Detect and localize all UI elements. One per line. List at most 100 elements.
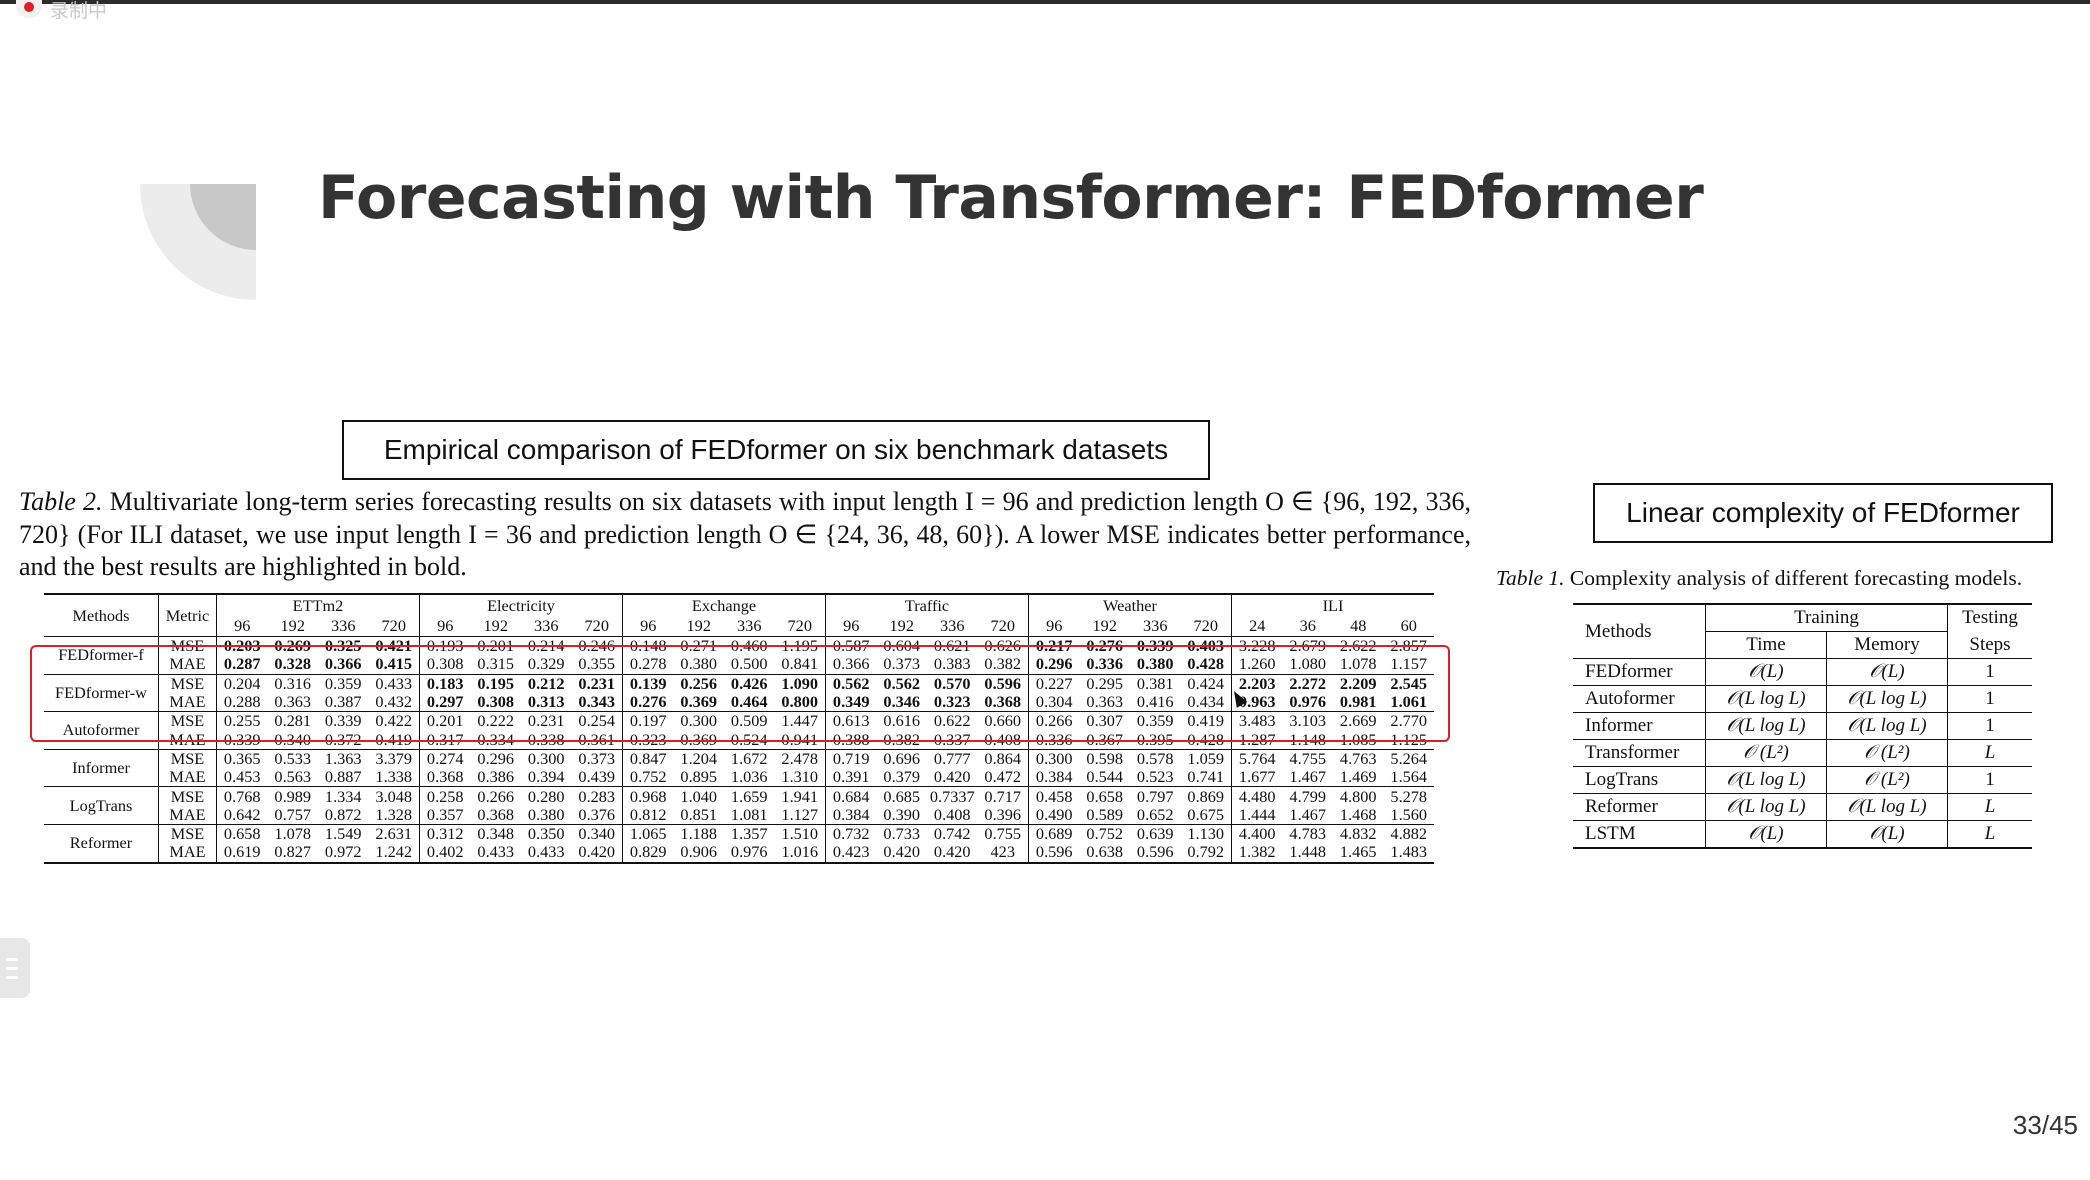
table-cell: 0.295 [1079, 673, 1130, 693]
horizon-header: 36 [1282, 615, 1333, 637]
table-cell: 5.264 [1383, 748, 1434, 769]
table-cell: 0.334 [471, 730, 522, 749]
cell-value: 0.227 [1035, 673, 1073, 693]
cell-value: 0.895 [680, 767, 718, 787]
horizon-header: 336 [521, 615, 572, 637]
cell-value: 1.287 [1238, 729, 1276, 749]
table-cell: 0.684 [825, 786, 877, 806]
table-cell: 0.368 [471, 804, 522, 825]
cell-value: 4.480 [1238, 786, 1276, 806]
table-cell: 0.613 [825, 711, 877, 731]
table-cell: 0.338 [521, 730, 572, 749]
side-menu-tab[interactable] [0, 938, 30, 998]
table-cell: 0.346 [877, 693, 928, 712]
cx-time: 𝒪(L log L) [1705, 712, 1827, 740]
method-name: Informer [44, 748, 159, 787]
cell-value: 1.016 [781, 842, 819, 862]
cell-value: 1.130 [1187, 824, 1225, 844]
cell-value: 0.981 [1339, 692, 1377, 712]
cell-value: 0.315 [477, 654, 515, 674]
dataset-header: Electricity [419, 594, 623, 615]
table-cell: 1.081 [724, 805, 775, 825]
table-cell: 0.323 [927, 693, 978, 712]
table-cell: 0.373 [571, 748, 623, 769]
cell-value: 1.469 [1339, 767, 1377, 787]
cell-value: 0.989 [274, 786, 312, 806]
table-cell: 0.258 [419, 786, 471, 806]
cell-value: 0.380 [680, 654, 718, 674]
table-cell: 2.478 [774, 748, 826, 769]
dataset-header: Traffic [825, 594, 1029, 615]
table-cell: 2.545 [1383, 673, 1434, 693]
cell-value: 1.204 [680, 748, 718, 768]
cell-value: 0.328 [274, 654, 312, 674]
cell-value: 0.368 [477, 804, 515, 824]
cell-value: 0.372 [324, 729, 362, 749]
cell-value: 0.387 [324, 692, 362, 712]
cell-value: 0.472 [984, 767, 1022, 787]
table-cell: 0.366 [826, 655, 877, 674]
cell-value: 1.059 [1187, 748, 1225, 768]
metric-label: MAE [158, 730, 217, 750]
cell-value: 1.085 [1339, 729, 1377, 749]
horizon-header: 720 [571, 615, 623, 637]
table-cell: 0.323 [623, 730, 674, 749]
table-cell: 0.768 [216, 786, 268, 806]
table-cell: 0.139 [622, 673, 674, 693]
cx-method-name: Reformer [1573, 793, 1706, 821]
table-cell: 1.061 [1384, 693, 1435, 712]
cell-value: 3.483 [1238, 711, 1276, 731]
cell-value: 0.359 [1136, 711, 1174, 731]
table-cell: 0.981 [1333, 693, 1384, 712]
cell-value: 0.433 [527, 842, 565, 862]
table-cell: 1.090 [774, 673, 826, 693]
cell-value: 0.380 [1136, 654, 1174, 674]
cell-value: 0.201 [426, 711, 464, 731]
cell-value: 2.478 [781, 748, 819, 768]
cell-value: 0.589 [1086, 804, 1124, 824]
method-name: FEDformer-f [44, 636, 159, 675]
table-cell: 0.183 [419, 673, 471, 693]
cx-steps: L [1984, 823, 1996, 844]
cell-value: 0.323 [629, 729, 667, 749]
cell-value: 0.394 [527, 767, 565, 787]
table-cell: 1.672 [724, 748, 775, 769]
cell-value: 0.383 [933, 654, 971, 674]
table-cell: 0.906 [674, 843, 725, 862]
dataset-header: ILI [1322, 596, 1344, 615]
cell-value: 0.684 [832, 786, 870, 806]
cell-value: 1.090 [781, 673, 819, 693]
table-cell: 0.420 [927, 843, 978, 862]
cell-value: 0.307 [1086, 711, 1124, 731]
cell-value: 0.639 [1136, 824, 1174, 844]
table1-caption-label: Table 1. [1496, 566, 1565, 590]
table-cell: 0.339 [318, 711, 369, 731]
cell-value: 0.719 [832, 748, 870, 768]
table-cell: 0.490 [1029, 805, 1080, 825]
table-cell: 5.278 [1383, 786, 1434, 806]
table-cell: 0.388 [826, 730, 877, 749]
table-cell: 0.369 [674, 730, 725, 749]
table-cell: 1.328 [368, 805, 420, 825]
cell-value: 0.500 [730, 654, 768, 674]
horizon-header: 720 [774, 615, 826, 637]
table-cell: 0.523 [1130, 768, 1181, 787]
table-cell: 0.363 [268, 693, 319, 712]
cx-method-name: LogTrans [1573, 766, 1706, 794]
table-cell: 1.040 [673, 786, 724, 806]
header-methods: Methods [44, 594, 159, 637]
table-cell: 0.308 [420, 655, 471, 674]
cx-time: 𝒪(L log L) [1705, 766, 1827, 794]
horizon-header: 192 [267, 615, 318, 637]
table-cell: 1.078 [1333, 655, 1384, 674]
table-cell: 1.310 [774, 768, 826, 787]
table-cell: 0.596 [977, 673, 1029, 693]
cell-value: 0.256 [680, 673, 718, 693]
cell-value: 5.764 [1238, 748, 1276, 768]
cell-value: 0.359 [324, 673, 362, 693]
table-cell: 0.544 [1080, 768, 1131, 787]
cell-value: 0.416 [1136, 692, 1174, 712]
table-cell: 0.800 [774, 693, 826, 712]
cx-header-training: Training [1705, 604, 1948, 632]
cell-value: 423 [990, 842, 1015, 862]
